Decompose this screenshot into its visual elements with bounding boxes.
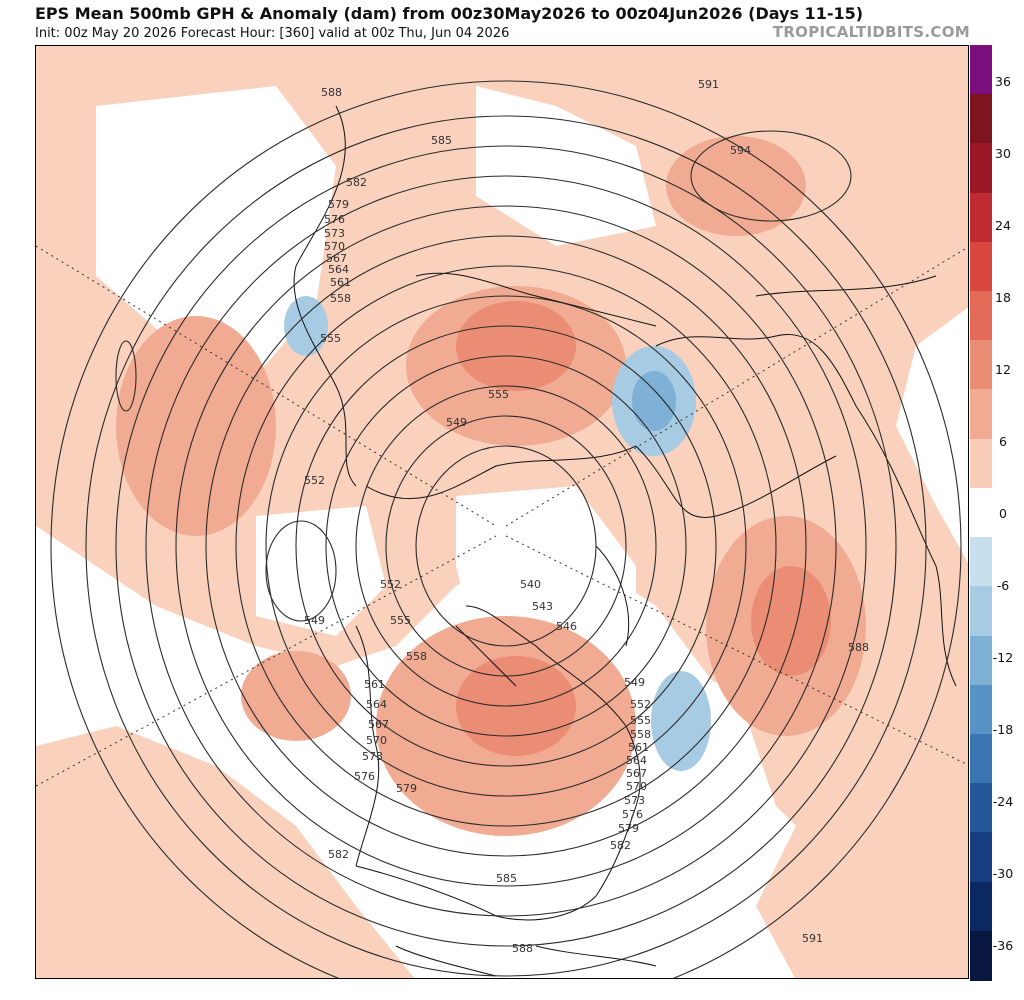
contour-label: 579	[328, 198, 349, 211]
contour-label: 573	[624, 794, 645, 807]
colorbar-segment	[970, 733, 992, 784]
contour-label: 555	[488, 388, 509, 401]
colorbar-tick-label: 30	[995, 146, 1011, 161]
contour-label: 570	[366, 734, 387, 747]
contour-label: 552	[630, 698, 651, 711]
contour-label: 567	[626, 767, 647, 780]
contour-label: 567	[368, 718, 389, 731]
colorbar-segment	[970, 192, 992, 243]
colorbar-tick-label: -36	[992, 938, 1014, 953]
contour-label: 573	[362, 750, 383, 763]
map-canvas: 588 585 582 579 576 573 570 567 564 561 …	[36, 46, 968, 978]
chart-subtitle: Init: 00z May 20 2026 Forecast Hour: [36…	[35, 26, 510, 41]
colorbar-tick-label: -30	[992, 866, 1014, 881]
colorbar-segment	[970, 684, 992, 735]
contour-label: 552	[380, 578, 401, 591]
colorbar-segment	[970, 832, 992, 883]
contour-label: 549	[304, 614, 325, 627]
colorbar-segment	[970, 881, 992, 932]
colorbar-segment	[970, 291, 992, 341]
anomaly-shading	[36, 46, 968, 978]
contour-label: 555	[390, 614, 411, 627]
colorbar-tick-label: -18	[992, 722, 1014, 737]
contour-label: 588	[512, 942, 533, 955]
contour-label: 585	[431, 134, 452, 147]
contour-label: 567	[326, 252, 347, 265]
colorbar-segment	[970, 438, 992, 489]
colorbar-tick-label: 6	[999, 434, 1007, 449]
contour-label: 564	[328, 263, 349, 276]
contour-label: 591	[802, 932, 823, 945]
colorbar-segment	[970, 143, 992, 194]
contour-label-group: 588 585 582 579 576 573 570 567 564 561 …	[304, 78, 869, 955]
contour-label: 579	[396, 782, 417, 795]
colorbar-tick-label: 18	[995, 290, 1011, 305]
contour-label: 561	[364, 678, 385, 691]
colorbar-segment	[970, 94, 992, 144]
contour-label: 588	[321, 86, 342, 99]
colorbar	[970, 45, 992, 981]
coastlines	[293, 105, 957, 977]
polar-map: 588 585 582 579 576 573 570 567 564 561 …	[35, 45, 969, 979]
contour-label: 570	[626, 780, 647, 793]
colorbar-segment	[970, 586, 992, 637]
colorbar-segment	[970, 340, 992, 391]
contour-label: 594	[730, 144, 751, 157]
contour-label: 540	[520, 578, 541, 591]
height-contours	[50, 80, 962, 978]
colorbar-segment	[970, 487, 992, 538]
colorbar-segment	[970, 537, 992, 587]
contour-label: 570	[324, 240, 345, 253]
contour-label: 558	[406, 650, 427, 663]
chart-title: EPS Mean 500mb GPH & Anomaly (dam) from …	[35, 4, 864, 23]
colorbar-tick-label: 12	[995, 362, 1011, 377]
contour-label: 582	[328, 848, 349, 861]
contour-label: 582	[610, 839, 631, 852]
contour-label: 558	[630, 728, 651, 741]
contour-label: 585	[496, 872, 517, 885]
graticule	[36, 245, 968, 787]
contour-label: 564	[626, 754, 647, 767]
colorbar-segment	[970, 783, 992, 833]
contour-label: 552	[304, 474, 325, 487]
contour-label: 561	[330, 276, 351, 289]
colorbar-tick-label: -6	[996, 578, 1010, 593]
colorbar-segment	[970, 45, 992, 95]
colorbar-segment	[970, 635, 992, 686]
colorbar-segment	[970, 241, 992, 292]
contour-label: 582	[346, 176, 367, 189]
colorbar-segment	[970, 930, 992, 981]
colorbar-tick-label: 36	[995, 74, 1011, 89]
contour-label: 555	[630, 714, 651, 727]
colorbar-tick-label: 24	[995, 218, 1011, 233]
contour-label: 576	[622, 808, 643, 821]
contour-label: 588	[848, 641, 869, 654]
brand-watermark: TROPICALTIDBITS.COM	[772, 23, 970, 41]
contour-label: 579	[618, 822, 639, 835]
contour-label: 549	[446, 416, 467, 429]
contour-label: 555	[320, 332, 341, 345]
contour-label: 558	[330, 292, 351, 305]
contour-label: 546	[556, 620, 577, 633]
contour-label: 543	[532, 600, 553, 613]
colorbar-tick-label: -24	[992, 794, 1014, 809]
contour-label: 591	[698, 78, 719, 91]
colorbar-tick-label: -12	[992, 650, 1014, 665]
contour-label: 549	[624, 676, 645, 689]
contour-label: 573	[324, 227, 345, 240]
contour-label: 564	[366, 698, 387, 711]
contour-label: 576	[324, 213, 345, 226]
contour-label: 561	[628, 741, 649, 754]
colorbar-segment	[970, 389, 992, 440]
colorbar-tick-label: 0	[999, 506, 1007, 521]
contour-label: 576	[354, 770, 375, 783]
